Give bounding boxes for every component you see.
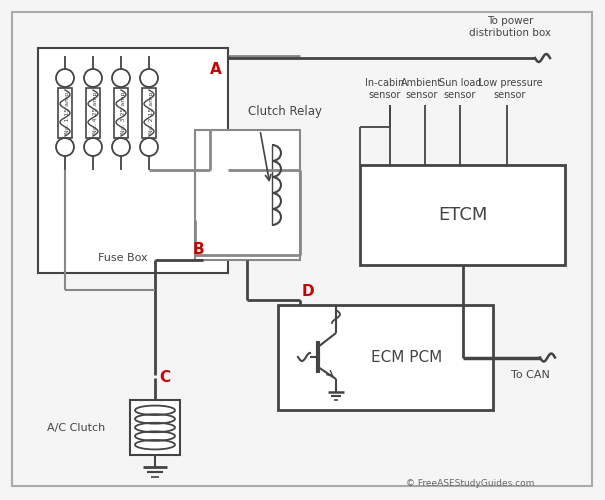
- Bar: [58, 88, 72, 138]
- Text: B: B: [192, 242, 204, 258]
- Text: Sun load
sensor: Sun load sensor: [439, 78, 481, 100]
- Circle shape: [56, 69, 74, 87]
- Bar: [130, 400, 180, 455]
- Circle shape: [140, 138, 158, 156]
- Text: To CAN: To CAN: [511, 370, 549, 380]
- Text: No. 1 15 amp: No. 1 15 amp: [65, 92, 70, 134]
- Bar: [86, 88, 100, 138]
- Bar: [114, 88, 128, 138]
- Text: C: C: [160, 370, 171, 386]
- Circle shape: [140, 69, 158, 87]
- Bar: [142, 88, 156, 138]
- Text: Clutch Relay: Clutch Relay: [248, 106, 322, 118]
- Circle shape: [56, 138, 74, 156]
- Bar: [38, 48, 228, 273]
- Bar: [278, 305, 493, 410]
- Text: Low pressure
sensor: Low pressure sensor: [478, 78, 542, 100]
- Text: ECM PCM: ECM PCM: [371, 350, 443, 365]
- Text: To power
distribution box: To power distribution box: [469, 16, 551, 38]
- Text: No. 3 25 amp: No. 3 25 amp: [120, 92, 125, 134]
- Text: No. 4 25 amp: No. 4 25 amp: [93, 92, 97, 134]
- Text: Fuse Box: Fuse Box: [98, 253, 148, 263]
- Text: ETCM: ETCM: [438, 206, 487, 224]
- Text: No. 2 15 amp: No. 2 15 amp: [148, 92, 154, 134]
- Text: A: A: [210, 62, 222, 78]
- Circle shape: [112, 69, 130, 87]
- Bar: [195, 130, 300, 260]
- Circle shape: [84, 69, 102, 87]
- Text: Ambient
sensor: Ambient sensor: [401, 78, 443, 100]
- Bar: [360, 165, 565, 265]
- Text: In-cabin
sensor: In-cabin sensor: [365, 78, 405, 100]
- Circle shape: [112, 138, 130, 156]
- Text: D: D: [302, 284, 315, 300]
- Text: A/C Clutch: A/C Clutch: [47, 422, 105, 432]
- Text: © FreeASEStudyGuides.com: © FreeASEStudyGuides.com: [406, 478, 534, 488]
- Circle shape: [84, 138, 102, 156]
